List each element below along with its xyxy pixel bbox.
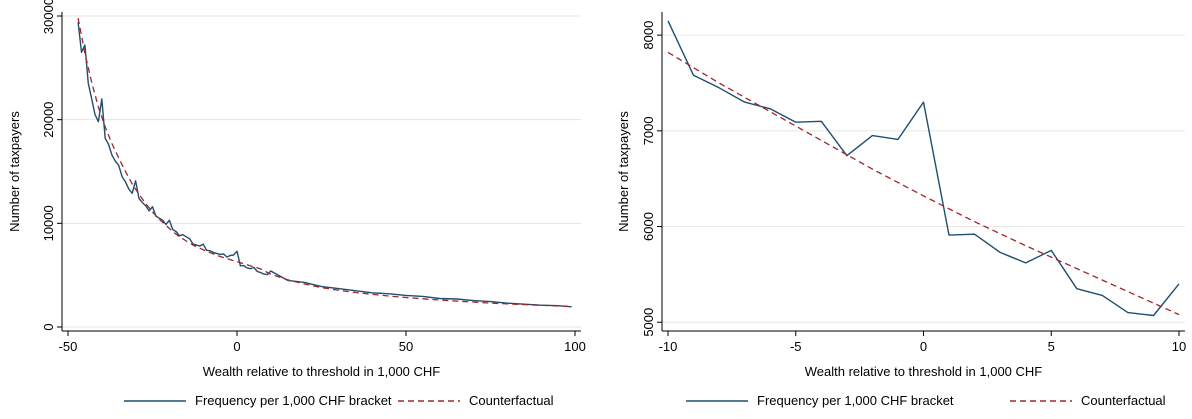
x-axis-title: Wealth relative to threshold in 1,000 CH… xyxy=(203,364,441,379)
chart-panel-2: 5000 6000 7000 8000 -10 -5 0 5 10 Number of taxpa… xyxy=(616,12,1186,408)
y-tick-label: 10000 xyxy=(41,205,56,241)
x-tick-label: -50 xyxy=(59,339,78,354)
y-tick-label: 7000 xyxy=(641,116,656,145)
x-tick-label: -5 xyxy=(790,339,802,354)
legend: Frequency per 1,000 CHF bracket Counterfa… xyxy=(124,393,554,408)
y-tick-label: 5000 xyxy=(641,308,656,337)
legend: Frequency per 1,000 CHF bracket Counterfa… xyxy=(686,393,1166,408)
legend-label: Counterfactual xyxy=(1081,393,1166,408)
y-axis-title: Number of taxpayers xyxy=(7,111,22,232)
series-line-frequency xyxy=(77,22,572,308)
legend-label: Frequency per 1,000 CHF bracket xyxy=(195,393,392,408)
y-axis-title: Number of taxpayers xyxy=(616,111,631,232)
series-line-counterfactual xyxy=(77,17,572,308)
x-axis-title: Wealth relative to threshold in 1,000 CH… xyxy=(805,364,1043,379)
series-line-counterfactual xyxy=(667,51,1180,316)
x-tick-label: 0 xyxy=(920,339,927,354)
chart-panel-1: 0 10000 20000 30000 -50 0 50 100 Number of taxpa… xyxy=(7,0,586,408)
x-tick-label: -10 xyxy=(659,339,678,354)
y-tick-label: 30000 xyxy=(41,0,56,34)
y-tick-label: 20000 xyxy=(41,102,56,138)
legend-label: Frequency per 1,000 CHF bracket xyxy=(757,393,954,408)
y-tick-label: 0 xyxy=(41,323,56,330)
x-tick-label: 0 xyxy=(233,339,240,354)
y-tick-label: 6000 xyxy=(641,212,656,241)
x-tick-label: 5 xyxy=(1048,339,1055,354)
legend-label: Counterfactual xyxy=(469,393,554,408)
x-tick-label: 50 xyxy=(399,339,413,354)
series-line-frequency xyxy=(667,20,1180,317)
x-tick-label: 10 xyxy=(1172,339,1186,354)
x-tick-label: 100 xyxy=(564,339,586,354)
y-tick-label: 8000 xyxy=(641,21,656,50)
